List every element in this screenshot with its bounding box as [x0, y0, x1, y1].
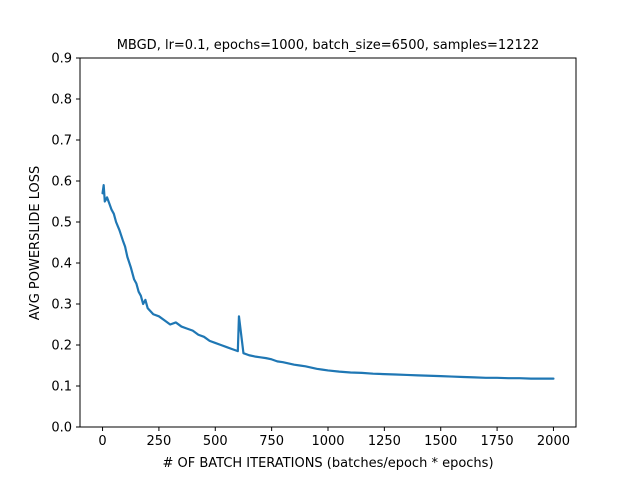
x-axis-ticks: 0 250 500 750 1000 1250 1500 1750 2000 [98, 427, 570, 449]
y-tick-label: 0.1 [51, 380, 72, 395]
y-tick-label: 0.5 [51, 216, 72, 231]
x-tick-label: 1000 [311, 434, 344, 449]
plot-area: 0 250 500 750 1000 1250 1500 1750 2000 0.0 0.1 0.2… [51, 52, 577, 449]
series-line [101, 184, 555, 380]
y-tick-label: 0.6 [51, 175, 72, 190]
chart-title: MBGD, lr=0.1, epochs=1000, batch_size=65… [117, 38, 540, 53]
y-tick-label: 0.4 [51, 257, 72, 272]
y-axis-ticks: 0.0 0.1 0.2 0.3 0.4 0.5 0.6 0.7 0.8 0.9 [51, 52, 80, 436]
loss-series [101, 184, 555, 380]
y-tick-label: 0.0 [51, 421, 72, 436]
y-tick-label: 0.3 [51, 298, 72, 313]
x-tick-label: 500 [203, 434, 228, 449]
x-tick-label: 250 [146, 434, 171, 449]
x-tick-label: 1750 [481, 434, 514, 449]
x-tick-label: 750 [259, 434, 284, 449]
x-tick-label: 1250 [368, 434, 401, 449]
x-tick-label: 1500 [424, 434, 457, 449]
y-tick-label: 0.2 [51, 339, 72, 354]
y-tick-label: 0.7 [51, 134, 72, 149]
x-tick-label: 0 [98, 434, 106, 449]
x-axis-label: # OF BATCH ITERATIONS (batches/epoch * e… [162, 456, 493, 471]
y-tick-label: 0.9 [51, 52, 72, 67]
y-tick-label: 0.8 [51, 93, 72, 108]
x-tick-label: 2000 [537, 434, 570, 449]
y-axis-label: AVG POWERSLIDE LOSS [28, 166, 43, 321]
